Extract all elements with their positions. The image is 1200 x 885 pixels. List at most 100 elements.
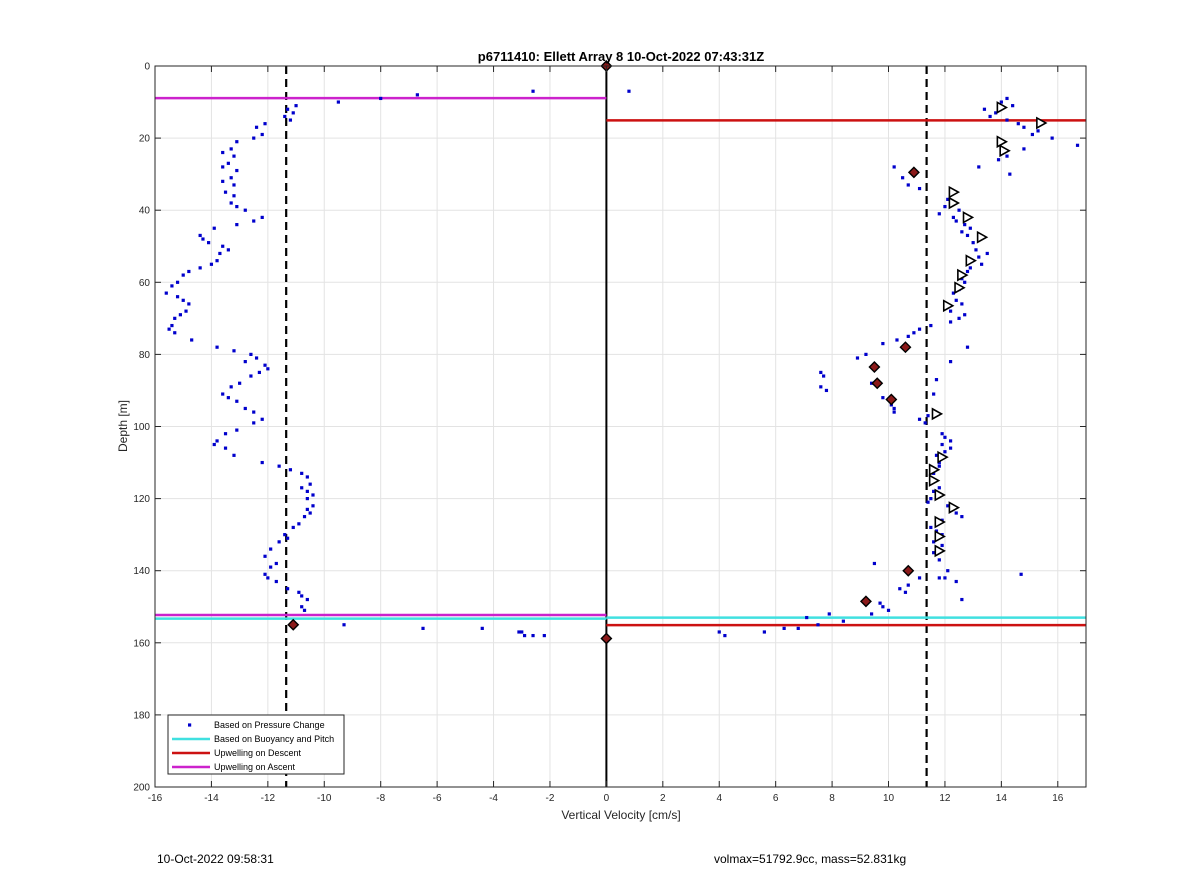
pressure-change-point (929, 497, 933, 501)
pressure-change-point (982, 107, 987, 111)
y-tick-label: 140 (133, 566, 150, 577)
pressure-change-point (948, 439, 953, 443)
pressure-change-point (190, 338, 194, 342)
pressure-change-point (170, 284, 174, 288)
triangle-marker (942, 299, 955, 313)
triangle-marker (999, 144, 1011, 158)
pressure-change-point (311, 504, 315, 508)
x-tick-label: 0 (604, 793, 610, 804)
y-tick-label: 120 (133, 494, 150, 505)
pressure-change-point (300, 605, 304, 609)
pressure-change-point (943, 435, 947, 439)
pressure-change-point (782, 626, 786, 630)
pressure-change-point (531, 633, 535, 638)
star-marker (885, 393, 898, 406)
legend-label: Based on Buoyancy and Pitch (214, 734, 334, 744)
pressure-change-point (235, 140, 239, 144)
triangle-marker (931, 407, 944, 421)
pressure-change-point (971, 241, 975, 245)
star-marker (907, 166, 920, 179)
pressure-change-points (164, 89, 1080, 638)
pressure-change-point (294, 104, 298, 108)
pressure-change-point (819, 385, 823, 389)
axis-ticks: -16 -14 -12 -10 -8 -6 -4 -2 0 2 4 6 8 10 12 14 160204060… (133, 62, 1086, 804)
pressure-change-point (175, 280, 180, 284)
pressure-change-point (1005, 154, 1009, 158)
pressure-change-point (929, 525, 933, 530)
pressure-change-point (988, 114, 992, 119)
pressure-change-point (178, 313, 182, 317)
pressure-change-point (229, 385, 233, 389)
x-tick-label: 16 (1052, 793, 1064, 804)
pressure-change-point (906, 334, 910, 338)
pressure-change-point (229, 176, 233, 180)
x-tick-label: -16 (148, 793, 163, 804)
pressure-change-point (226, 396, 230, 400)
pressure-change-point (285, 587, 290, 591)
pressure-change-point (221, 179, 225, 183)
pressure-change-point (943, 450, 947, 454)
triangle-marker (996, 101, 1009, 114)
pressure-change-point (198, 266, 202, 270)
pressure-change-point (226, 161, 230, 165)
pressure-change-point (252, 410, 256, 414)
pressure-change-point (926, 414, 930, 418)
triangle-marker (948, 185, 961, 199)
star-marker (868, 361, 881, 374)
footer-timestamp: 10-Oct-2022 09:58:31 (157, 852, 274, 866)
pressure-change-point (932, 392, 936, 396)
pressure-change-point (300, 594, 304, 598)
pressure-change-point (243, 406, 247, 411)
pressure-change-point (932, 551, 936, 555)
pressure-change-point (1030, 132, 1034, 137)
x-axis-label: Vertical Velocity [cm/s] (561, 808, 680, 822)
triangle-marker (976, 230, 989, 244)
pressure-change-point (951, 215, 956, 220)
x-tick-label: -14 (204, 793, 219, 804)
pressure-change-point (954, 511, 958, 515)
pressure-change-point (948, 446, 953, 450)
pressure-change-point (277, 540, 281, 544)
pressure-change-point (415, 93, 419, 97)
pressure-change-point (841, 619, 845, 623)
pressure-change-point (937, 558, 941, 562)
marker-symbols (287, 60, 1048, 645)
reference-lines (285, 66, 928, 787)
pressure-change-point (209, 262, 214, 266)
legend-label: Based on Pressure Change (214, 720, 325, 730)
triangle-marker (996, 135, 1009, 149)
pressure-change-point (932, 540, 936, 544)
pressure-change-point (252, 136, 256, 140)
star-marker (899, 341, 912, 354)
y-tick-label: 20 (139, 134, 151, 145)
pressure-change-point (717, 630, 721, 634)
triangle-marker (948, 501, 961, 514)
pressure-change-point (254, 356, 259, 360)
pressure-change-point (1019, 572, 1023, 576)
pressure-change-point (937, 460, 941, 465)
pressure-change-point (302, 608, 307, 612)
pressure-change-point (1005, 118, 1009, 122)
y-tick-label: 0 (144, 62, 150, 73)
pressure-change-point (283, 533, 287, 537)
pressure-change-point (1016, 122, 1020, 126)
x-tick-label: -2 (546, 793, 555, 804)
pressure-change-point (999, 100, 1003, 104)
pressure-change-point (980, 262, 984, 266)
star-marker (859, 595, 872, 608)
triangle-marker (957, 268, 969, 282)
pressure-change-point (181, 298, 185, 302)
pressure-change-point (212, 442, 216, 447)
upwelling-lines (155, 96, 1086, 627)
pressure-change-point (824, 388, 829, 393)
pressure-change-point (895, 338, 899, 342)
pressure-change-point (288, 118, 293, 122)
pressure-change-point (266, 576, 270, 580)
pressure-change-point (221, 392, 225, 396)
x-tick-label: 12 (939, 793, 951, 804)
pressure-change-point (977, 255, 981, 259)
pressure-change-point (232, 453, 236, 457)
pressure-change-point (232, 183, 236, 187)
pressure-change-point (912, 331, 916, 335)
pressure-change-point (274, 579, 278, 584)
